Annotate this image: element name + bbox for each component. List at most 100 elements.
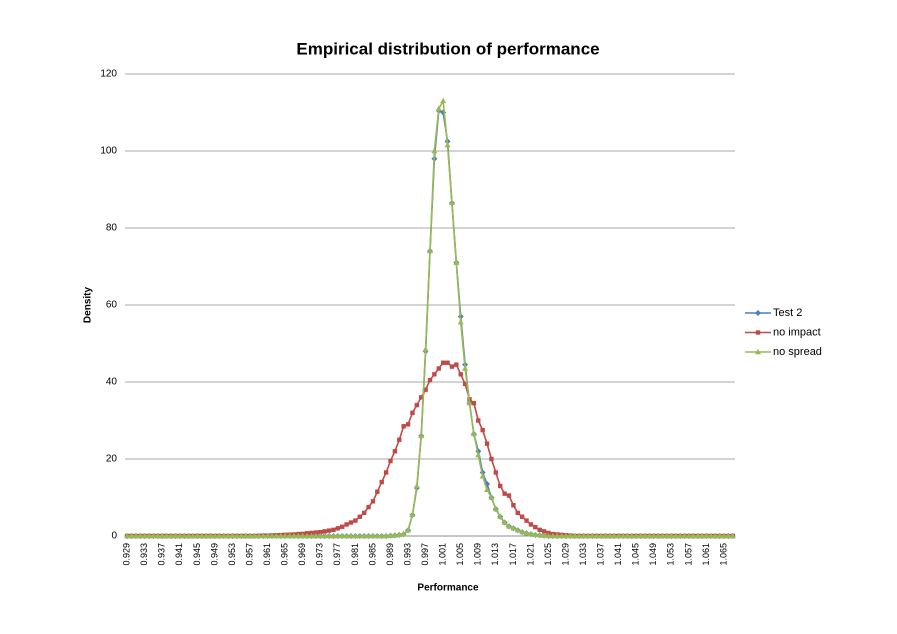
data-point bbox=[335, 526, 341, 531]
data-point bbox=[242, 532, 249, 539]
data-point bbox=[633, 532, 640, 539]
data-point bbox=[519, 514, 525, 519]
data-point bbox=[462, 365, 469, 371]
data-point bbox=[488, 494, 495, 500]
data-point bbox=[198, 532, 205, 539]
data-point bbox=[401, 424, 406, 429]
data-point bbox=[690, 532, 697, 539]
data-point bbox=[146, 532, 153, 539]
y-axis-label: Density bbox=[83, 287, 94, 324]
data-point bbox=[203, 532, 210, 539]
data-point bbox=[286, 532, 293, 539]
data-point bbox=[554, 532, 561, 539]
data-point bbox=[580, 532, 587, 539]
data-point bbox=[343, 532, 350, 539]
y-tick-label: 120 bbox=[100, 69, 117, 80]
x-tick-label: 1.001 bbox=[438, 543, 448, 566]
data-point bbox=[308, 532, 315, 539]
data-point bbox=[413, 482, 420, 489]
data-point bbox=[251, 532, 258, 539]
data-point bbox=[484, 441, 490, 446]
data-point bbox=[444, 142, 451, 148]
x-tick-label: 0.965 bbox=[280, 543, 290, 566]
data-point bbox=[497, 513, 504, 519]
data-point bbox=[277, 532, 284, 539]
y-tick-label: 60 bbox=[106, 300, 118, 311]
data-point bbox=[427, 247, 433, 254]
chart-title: Empirical distribution of performance bbox=[296, 39, 599, 58]
data-point bbox=[432, 372, 437, 377]
data-point bbox=[348, 532, 355, 539]
x-tick-label: 1.033 bbox=[578, 543, 588, 566]
y-tick-label: 0 bbox=[111, 531, 117, 542]
data-point bbox=[480, 427, 485, 433]
data-point bbox=[672, 532, 679, 539]
data-point bbox=[313, 530, 319, 535]
x-tick-label: 0.937 bbox=[157, 543, 167, 566]
data-point bbox=[211, 532, 218, 539]
data-point bbox=[681, 532, 688, 539]
data-point bbox=[330, 532, 337, 539]
legend-marker bbox=[755, 330, 761, 335]
data-point bbox=[353, 518, 358, 523]
data-point bbox=[545, 532, 552, 539]
data-point bbox=[339, 532, 346, 539]
data-point bbox=[427, 377, 433, 383]
data-point bbox=[637, 532, 644, 539]
data-point bbox=[642, 532, 649, 539]
x-tick-label: 0.981 bbox=[350, 543, 360, 566]
data-point bbox=[141, 532, 148, 539]
data-point bbox=[523, 530, 530, 536]
data-point bbox=[506, 493, 512, 498]
data-point bbox=[721, 532, 728, 539]
data-point bbox=[378, 532, 385, 539]
x-tick-label: 0.997 bbox=[420, 543, 430, 566]
data-point bbox=[445, 360, 450, 365]
data-point bbox=[624, 532, 631, 539]
data-point bbox=[370, 499, 376, 504]
x-tick-label: 0.989 bbox=[385, 543, 395, 566]
data-point bbox=[410, 410, 415, 415]
data-point bbox=[655, 532, 662, 539]
data-point bbox=[326, 528, 332, 533]
x-tick-label: 1.045 bbox=[631, 543, 641, 566]
x-tick-label: 1.057 bbox=[683, 543, 693, 566]
data-point bbox=[331, 527, 336, 533]
data-point bbox=[128, 532, 135, 539]
data-point bbox=[255, 532, 262, 539]
legend-label: no spread bbox=[773, 346, 822, 358]
data-point bbox=[176, 532, 183, 539]
data-point bbox=[659, 532, 666, 539]
data-point bbox=[454, 362, 459, 367]
data-point bbox=[471, 400, 477, 406]
data-point bbox=[423, 387, 428, 392]
x-tick-label: 0.949 bbox=[209, 543, 219, 566]
data-point bbox=[400, 530, 407, 537]
x-tick-label: 0.977 bbox=[332, 543, 342, 566]
data-point bbox=[159, 532, 166, 539]
data-point bbox=[375, 489, 380, 494]
data-point bbox=[620, 532, 627, 539]
data-point bbox=[318, 529, 323, 535]
data-point bbox=[137, 532, 144, 539]
data-point bbox=[290, 532, 297, 539]
data-point bbox=[470, 430, 477, 437]
x-tick-label: 0.941 bbox=[174, 543, 184, 566]
data-point bbox=[489, 456, 494, 462]
data-point bbox=[348, 520, 354, 525]
data-point bbox=[541, 532, 548, 538]
data-point bbox=[357, 514, 362, 519]
data-point bbox=[388, 458, 393, 464]
data-point bbox=[707, 532, 714, 539]
data-point bbox=[527, 530, 534, 537]
data-point bbox=[606, 532, 613, 539]
data-point bbox=[172, 532, 179, 539]
x-tick-label: 1.053 bbox=[666, 543, 676, 566]
x-tick-label: 1.021 bbox=[525, 543, 535, 566]
x-tick-label: 0.953 bbox=[227, 543, 237, 566]
data-point bbox=[340, 524, 345, 529]
data-point bbox=[589, 532, 596, 539]
x-tick-label: 1.061 bbox=[701, 543, 711, 566]
x-tick-label: 1.009 bbox=[473, 543, 483, 566]
